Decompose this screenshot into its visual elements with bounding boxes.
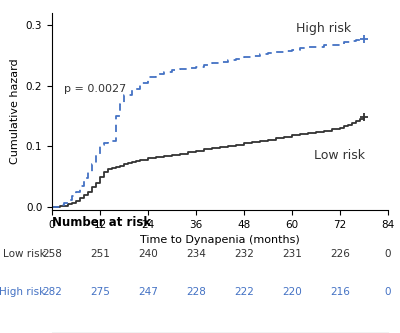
Text: Low risk: Low risk xyxy=(314,149,366,163)
Text: 0: 0 xyxy=(385,249,391,259)
Text: 222: 222 xyxy=(234,287,254,297)
Text: 232: 232 xyxy=(234,249,254,259)
Text: 226: 226 xyxy=(330,249,350,259)
Text: High risk: High risk xyxy=(296,22,352,35)
Text: 258: 258 xyxy=(42,249,62,259)
Y-axis label: Cumulative hazard: Cumulative hazard xyxy=(10,59,20,165)
Text: 251: 251 xyxy=(90,249,110,259)
Text: 231: 231 xyxy=(282,249,302,259)
Text: 220: 220 xyxy=(282,287,302,297)
Text: 228: 228 xyxy=(186,287,206,297)
Text: Low risk: Low risk xyxy=(2,249,45,259)
Text: Number at risk: Number at risk xyxy=(52,216,151,229)
Text: 0: 0 xyxy=(385,287,391,297)
X-axis label: Time to Dynapenia (months): Time to Dynapenia (months) xyxy=(140,235,300,245)
Text: 247: 247 xyxy=(138,287,158,297)
Text: 275: 275 xyxy=(90,287,110,297)
Text: High risk: High risk xyxy=(0,287,45,297)
Text: 216: 216 xyxy=(330,287,350,297)
Text: 234: 234 xyxy=(186,249,206,259)
Text: 240: 240 xyxy=(138,249,158,259)
Text: p = 0.0027: p = 0.0027 xyxy=(64,84,126,94)
Text: 282: 282 xyxy=(42,287,62,297)
